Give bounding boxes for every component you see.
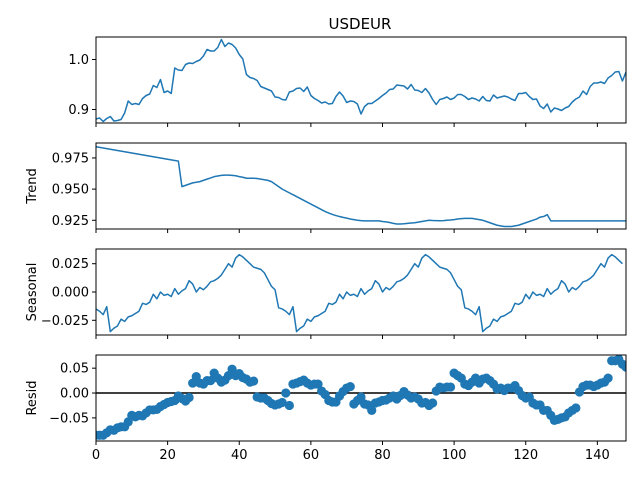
resid-point [445,382,456,392]
panel-trend: 0.925 0.950 0.975 Trend [25,142,627,233]
y-tick-label: 0.025 [52,257,89,272]
y-tick-label: 0.00 [60,387,89,402]
resid-points [96,355,626,440]
resid-point [205,376,216,386]
y-tick-label: 0.000 [52,286,89,301]
x-tick-label: 120 [513,448,538,463]
resid-point [248,376,259,386]
resid-point [281,388,291,398]
x-tick-label: 0 [92,448,100,463]
x-tick-label: 140 [585,448,610,463]
y-tick-label: 0.925 [52,214,89,229]
resid-point [428,398,438,408]
panel-resid: 0 20 40 60 80 100 120 140 −0.05 0.00 0.05 Resid [25,354,627,463]
axes-frame [95,354,627,442]
resid-point [184,392,194,403]
panel-seasonal: −0.025 0.000 0.025 Seasonal [25,248,627,339]
axes-frame [95,142,627,230]
series-line [96,146,626,228]
series-line [96,253,623,333]
y-tick-label: −0.05 [49,411,89,426]
y-tick-label: 0.05 [60,362,89,377]
x-tick-label: 60 [303,448,320,463]
resid-point [284,400,294,411]
resid-point [603,373,613,383]
y-tick-label: −0.025 [41,314,89,329]
y-axis-label: Resid [25,380,40,415]
resid-point [356,392,366,402]
y-tick-label: 0.950 [52,183,89,198]
resid-point [621,362,626,372]
series-line [96,38,626,123]
resid-point [277,397,287,408]
resid-point [367,405,377,416]
panel-observed: 0.9 1.0 [68,36,627,127]
y-tick-label: 1.0 [68,53,89,68]
y-axis-label: Seasonal [25,263,40,322]
chart-title: USDEUR [329,15,392,33]
x-tick-label: 100 [442,448,467,463]
x-tick-label: 20 [159,448,176,463]
y-tick-label: 0.975 [52,151,89,166]
resid-point [313,379,323,389]
y-tick-label: 0.9 [68,103,89,118]
x-tick-label: 40 [231,448,248,463]
resid-point [571,403,581,413]
resid-point [345,381,355,392]
x-tick-label: 80 [374,448,391,463]
panels-group: 0.91.00.9250.9500.975Trend−0.0250.0000.0… [25,36,627,463]
y-axis-label: Trend [25,168,40,205]
axes-frame [95,36,627,124]
